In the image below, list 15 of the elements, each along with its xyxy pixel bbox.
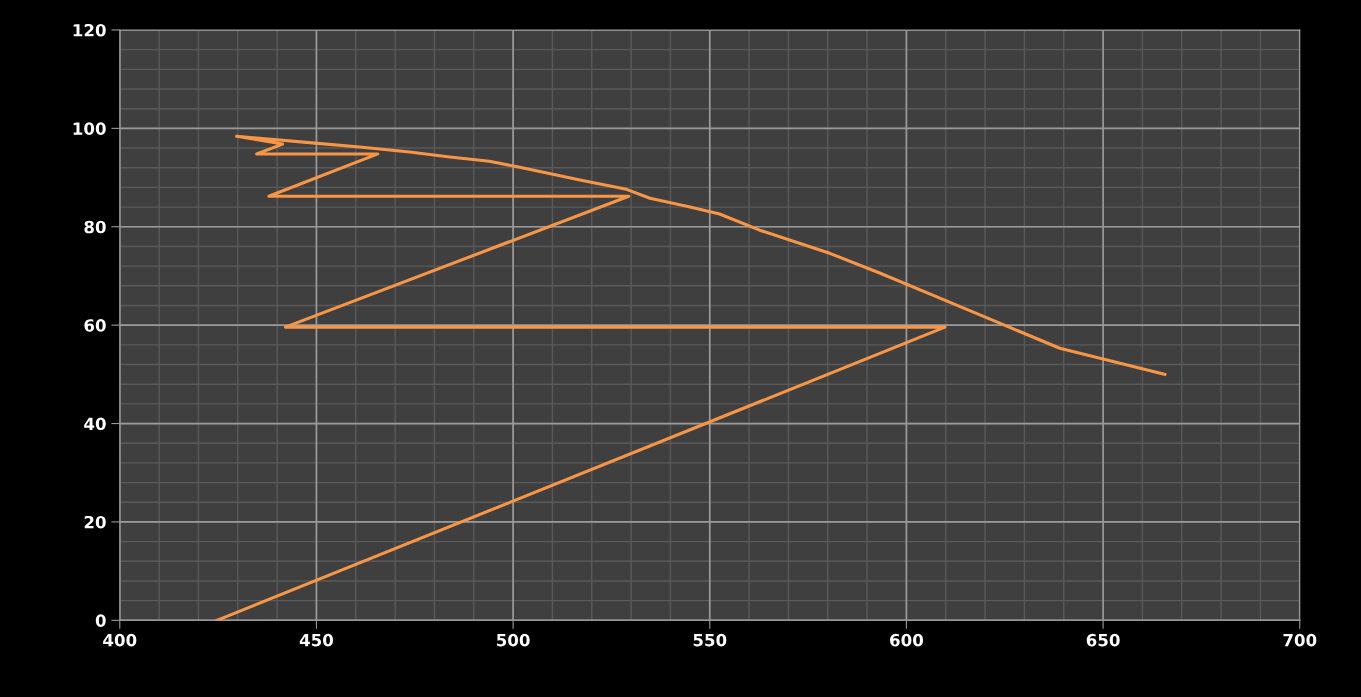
x-tick-label: 650 [1086, 633, 1120, 647]
x-tick-label: 550 [693, 633, 727, 647]
x-tick-label: 700 [1283, 633, 1317, 647]
y-tick-label: 20 [84, 515, 106, 529]
line-series [215, 134, 1167, 621]
x-tick-label: 400 [103, 633, 137, 647]
y-tick-label: 80 [84, 220, 106, 234]
x-tick-label: 600 [890, 633, 924, 647]
y-tick-label: 120 [73, 23, 106, 37]
y-tick-label: 0 [95, 614, 106, 627]
y-tick-label: 100 [73, 122, 106, 135]
x-tick-label: 450 [299, 633, 334, 647]
y-tick-label: 40 [84, 417, 106, 431]
x-tick-label: 500 [496, 633, 530, 647]
y-tick-label: 60 [84, 319, 106, 332]
